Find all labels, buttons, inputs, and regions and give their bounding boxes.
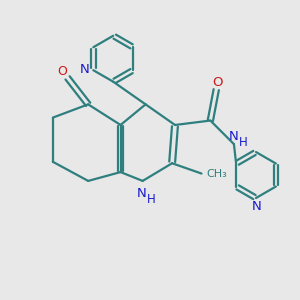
Text: N: N — [229, 130, 239, 143]
Text: N: N — [80, 63, 90, 76]
Text: H: H — [238, 136, 247, 149]
Text: CH₃: CH₃ — [206, 169, 227, 178]
Text: N: N — [252, 200, 262, 213]
Text: H: H — [146, 193, 155, 206]
Text: O: O — [57, 65, 67, 79]
Text: N: N — [136, 187, 146, 200]
Text: O: O — [212, 76, 223, 89]
